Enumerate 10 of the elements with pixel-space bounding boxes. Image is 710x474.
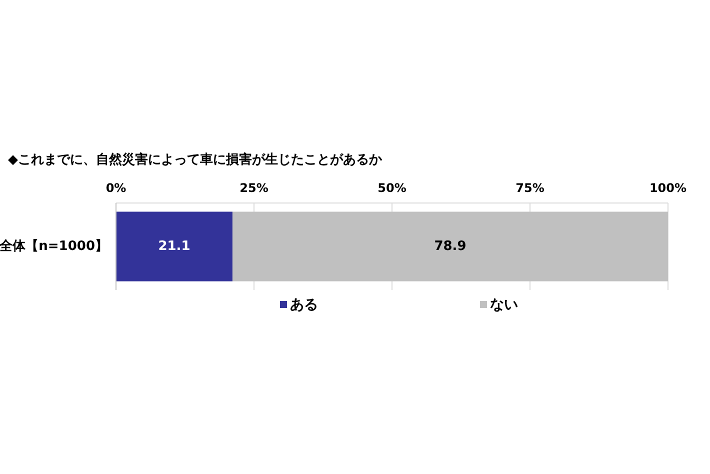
- legend-label: ない: [490, 297, 518, 313]
- x-tick-label: 75%: [516, 181, 544, 195]
- x-tick-label: 25%: [240, 181, 268, 195]
- x-tick-label: 0%: [106, 181, 126, 195]
- data-label: 78.9: [434, 239, 466, 254]
- x-tick-label: 100%: [649, 181, 687, 195]
- chart-title: ◆これまでに、自然災害によって車に損害が生じたことがあるか: [8, 152, 383, 168]
- x-tick-label: 50%: [378, 181, 406, 195]
- data-label: 21.1: [158, 239, 190, 254]
- legend-label: ある: [290, 297, 318, 313]
